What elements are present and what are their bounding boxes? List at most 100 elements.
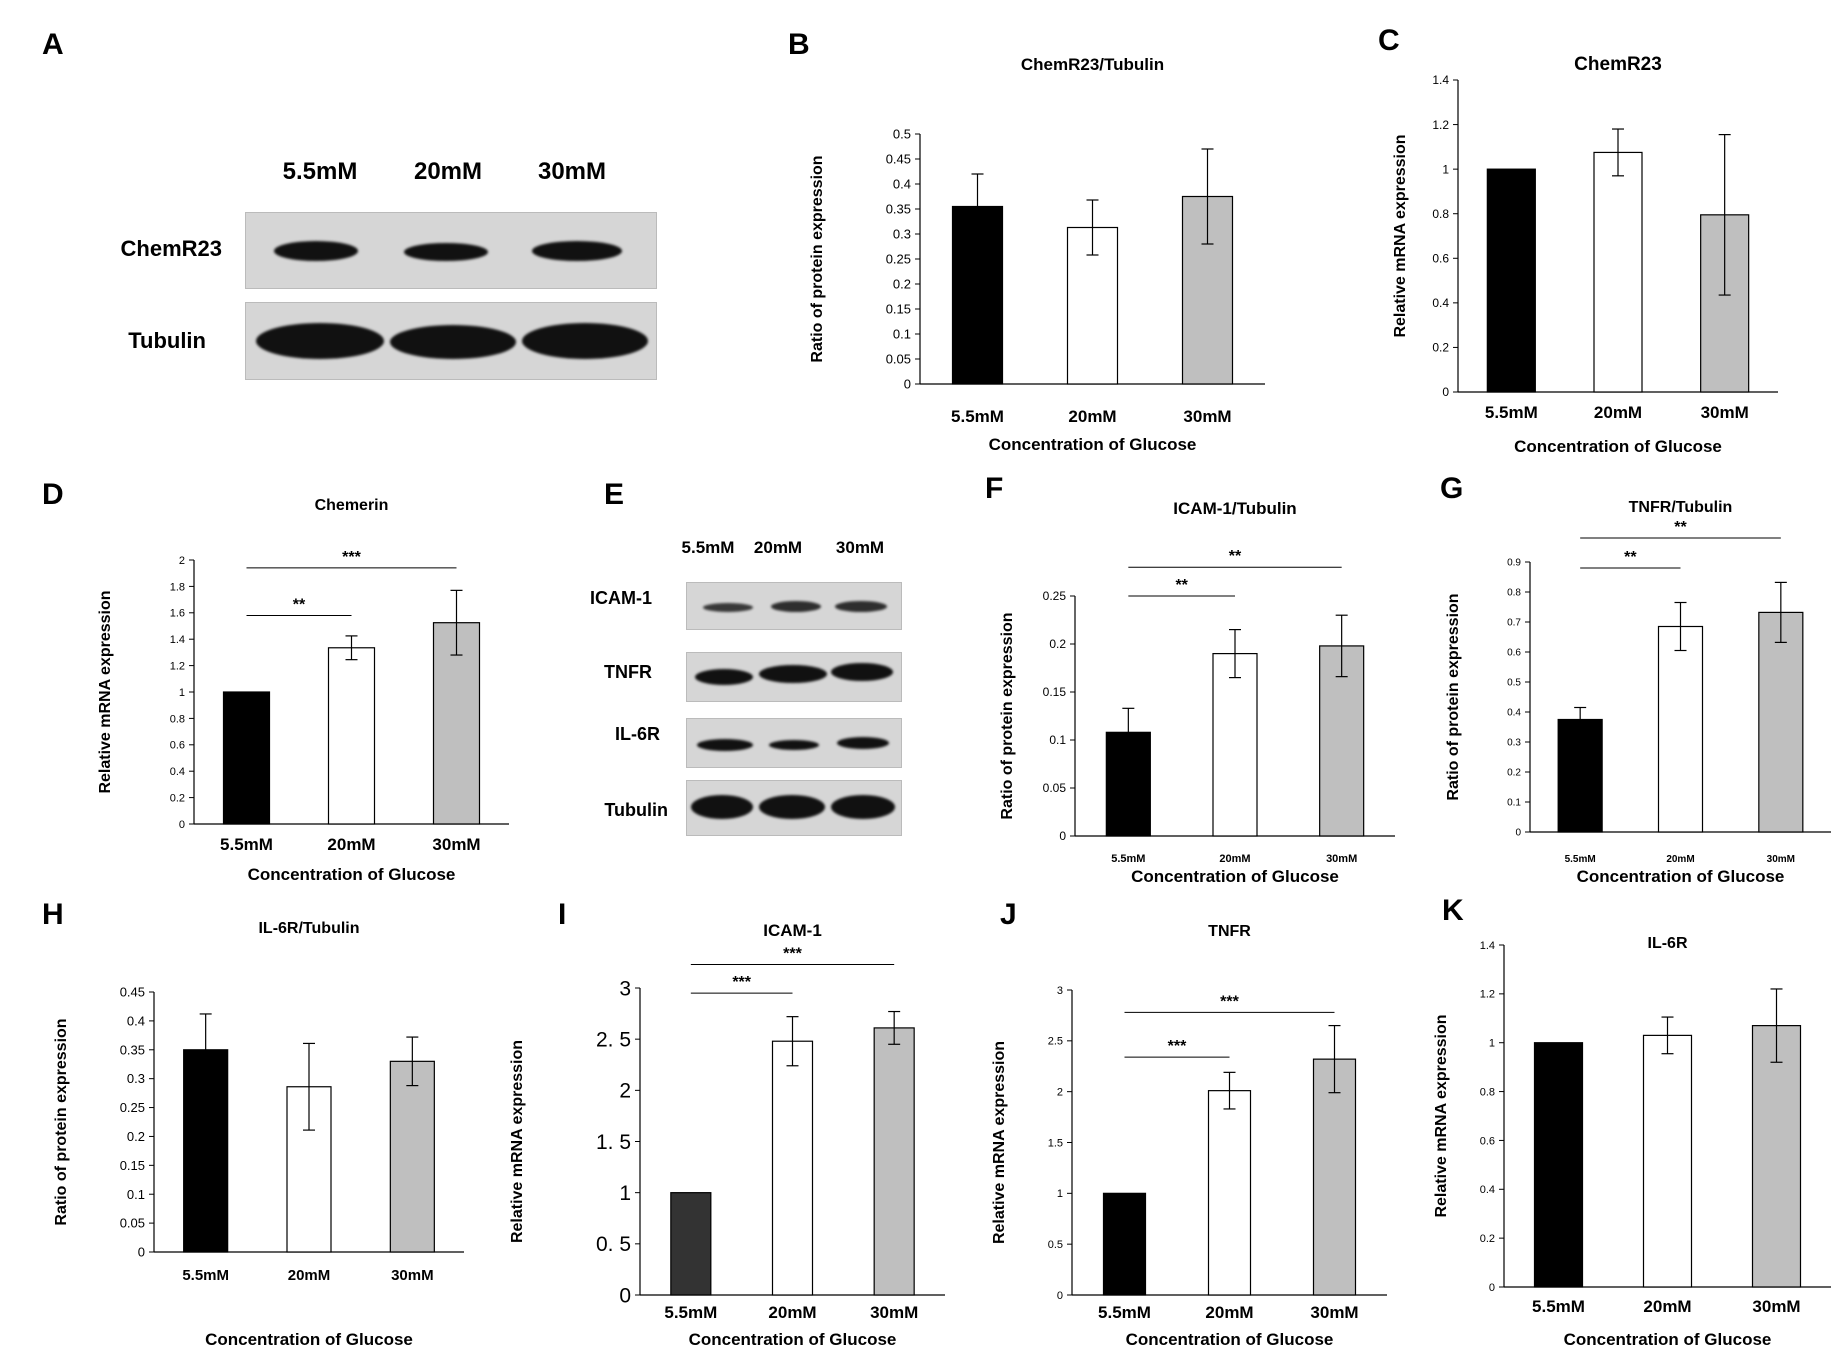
x-category-label: 5.5mM — [1111, 853, 1145, 865]
y-tick-label: 0.9 — [1507, 558, 1521, 569]
y-tick-label: 0.2 — [1049, 637, 1066, 651]
significance-label: *** — [732, 974, 751, 991]
y-tick-label: 0 — [138, 1245, 145, 1260]
y-tick-label: 0.3 — [127, 1071, 145, 1086]
x-axis-label: Concentration of Glucose — [1514, 437, 1722, 456]
blot-a-col-label: 5.5mM — [282, 158, 358, 185]
y-tick-label: 0.2 — [893, 277, 911, 292]
y-tick-label: 0.1 — [1049, 733, 1066, 747]
y-tick-label: 1.5 — [1048, 1137, 1063, 1149]
x-category-label: 20mM — [1219, 853, 1250, 865]
chart-title: IL-6R — [1648, 935, 1688, 952]
panel-letter-g: G — [1440, 472, 1464, 505]
bar-30mM — [1758, 611, 1804, 833]
y-tick-label: 0.15 — [886, 302, 911, 317]
chart-title: ICAM-1/Tubulin — [1173, 499, 1296, 518]
y-tick-label: 0.8 — [1480, 1086, 1495, 1098]
x-category-label: 30mM — [1752, 1297, 1800, 1316]
significance-label: ** — [1229, 548, 1242, 565]
y-tick-label: 0 — [1515, 828, 1521, 839]
x-category-label: 5.5mM — [1565, 854, 1596, 865]
y-tick-label: 0. 5 — [596, 1233, 631, 1256]
x-category-label: 20mM — [1068, 407, 1116, 426]
y-tick-label: 0.05 — [1043, 781, 1067, 795]
chart-title: Chemerin — [315, 497, 389, 514]
y-tick-label: 0.45 — [120, 985, 145, 1000]
x-category-label: 5.5mM — [1485, 403, 1538, 422]
bar-30mM — [389, 1060, 435, 1253]
y-tick-label: 1.2 — [1432, 118, 1449, 132]
chart-title: ChemR23 — [1574, 54, 1662, 75]
blot-e-col-label: 20mM — [753, 538, 803, 557]
blot-a-strip-tubulin — [245, 302, 657, 380]
y-tick-label: 0.25 — [120, 1100, 145, 1115]
x-category-label: 30mM — [1767, 854, 1795, 865]
chart-title: TNFR/Tubulin — [1629, 499, 1733, 516]
blot-e-strip-tnfr — [686, 652, 902, 702]
x-category-label: 30mM — [1701, 403, 1749, 422]
panel-letter-f: F — [985, 472, 1004, 505]
y-tick-label: 0.25 — [1043, 589, 1067, 603]
blot-a-col-label: 30mM — [537, 158, 607, 185]
x-category-label: 30mM — [1326, 853, 1357, 865]
y-tick-label: 0.05 — [886, 352, 911, 367]
significance-label: ** — [1624, 549, 1637, 566]
panel-letter-i: I — [558, 898, 567, 931]
bar-20mM — [771, 1040, 814, 1296]
y-axis-label: Relative mRNA expression — [97, 590, 114, 793]
x-category-label: 20mM — [1594, 403, 1642, 422]
significance-label: *** — [783, 945, 802, 962]
blot-band — [835, 601, 887, 612]
x-axis-label: Concentration of Glucose — [1126, 1330, 1334, 1349]
x-category-label: 20mM — [327, 835, 375, 854]
y-tick-label: 0.2 — [127, 1129, 145, 1144]
x-category-label: 5.5mM — [220, 835, 273, 854]
panel-letter-j: J — [1000, 898, 1017, 931]
panel-letter-k: K — [1442, 894, 1464, 927]
x-category-label: 5.5mM — [951, 407, 1004, 426]
y-tick-label: 0.8 — [170, 713, 185, 725]
y-tick-label: 1 — [179, 687, 185, 699]
y-tick-label: 0.4 — [127, 1013, 145, 1028]
y-tick-label: 0.2 — [170, 792, 185, 804]
y-tick-label: 0.8 — [1432, 207, 1449, 221]
y-tick-label: 0 — [1442, 385, 1449, 399]
blot-band — [831, 663, 893, 681]
y-tick-label: 0.2 — [1507, 768, 1521, 779]
y-tick-label: 0 — [1489, 1282, 1495, 1294]
chart-title: ICAM-1 — [763, 921, 822, 940]
chart-title: ChemR23/Tubulin — [1021, 55, 1164, 74]
bar-30mM — [432, 622, 481, 825]
bar-20mM — [1207, 1090, 1252, 1296]
y-axis-label: Relative mRNA expression — [991, 1041, 1008, 1244]
bar-5.5mM — [670, 1192, 712, 1296]
y-axis-label: Ratio of protein expression — [53, 1018, 70, 1225]
y-tick-label: 0.1 — [893, 327, 911, 342]
blot-a-row-label: ChemR23 — [120, 236, 222, 261]
y-tick-label: 0.2 — [1480, 1233, 1495, 1245]
significance-label: ** — [1175, 577, 1188, 594]
y-tick-label: 0.2 — [1432, 341, 1449, 355]
y-tick-label: 2. 5 — [596, 1029, 631, 1052]
x-category-label: 5.5mM — [1098, 1303, 1151, 1322]
bar-30mM — [1312, 1058, 1357, 1296]
blot-band — [695, 669, 753, 685]
bar-20mM — [1657, 625, 1704, 833]
blot-e-col-label: 5.5mM — [681, 538, 735, 557]
y-axis-label: Relative mRNA expression — [1433, 1014, 1450, 1217]
y-tick-label: 0.8 — [1507, 588, 1521, 599]
x-category-label: 30mM — [391, 1267, 434, 1284]
x-axis-label: Concentration of Glucose — [989, 435, 1197, 454]
y-tick-label: 0.05 — [120, 1216, 145, 1231]
x-axis-label: Concentration of Glucose — [1131, 867, 1339, 886]
y-tick-label: 1 — [1489, 1038, 1495, 1050]
y-tick-label: 0.4 — [170, 766, 185, 778]
y-tick-label: 2 — [1057, 1087, 1063, 1099]
y-tick-label: 0.6 — [170, 740, 185, 752]
significance-label: ** — [293, 596, 306, 613]
y-tick-label: 0.3 — [893, 227, 911, 242]
